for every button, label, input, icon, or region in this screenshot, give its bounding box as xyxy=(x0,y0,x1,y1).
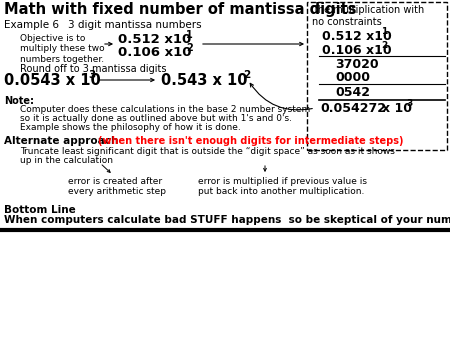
Text: 37020: 37020 xyxy=(335,58,378,71)
Text: 3: 3 xyxy=(88,70,95,80)
Text: so it is actually done as outlined above but with 1's and 0's.: so it is actually done as outlined above… xyxy=(20,114,292,123)
Text: Objective is to
multiply these two
numbers together.: Objective is to multiply these two numbe… xyxy=(20,34,104,64)
Text: 0.543 x 10: 0.543 x 10 xyxy=(161,73,248,88)
Text: Example shows the philosophy of how it is done.: Example shows the philosophy of how it i… xyxy=(20,123,241,132)
Text: 3: 3 xyxy=(406,99,412,108)
Text: 0542: 0542 xyxy=(335,86,370,99)
Text: 1: 1 xyxy=(186,30,193,40)
Text: Computer does these calculations in the base 2 number system: Computer does these calculations in the … xyxy=(20,105,310,114)
Text: 2: 2 xyxy=(381,41,387,50)
Text: 0.0543 x 10: 0.0543 x 10 xyxy=(4,73,101,88)
Text: Alternate approach: Alternate approach xyxy=(4,136,118,146)
Text: up in the calculation: up in the calculation xyxy=(20,156,113,165)
Text: Example 6: Example 6 xyxy=(4,20,59,30)
Text: 0.512 x10: 0.512 x10 xyxy=(322,30,392,43)
Text: 2: 2 xyxy=(243,70,250,80)
Text: 0.054272: 0.054272 xyxy=(320,102,386,115)
Text: Truncate least significant digit that is outside the “digit space” as soon as it: Truncate least significant digit that is… xyxy=(20,147,395,156)
Text: 1: 1 xyxy=(381,27,387,36)
Text: The multiplication with
no constraints: The multiplication with no constraints xyxy=(312,5,424,27)
Text: 0000: 0000 xyxy=(335,71,370,84)
Text: error is multiplied if previous value is
put back into another multiplication.: error is multiplied if previous value is… xyxy=(198,177,367,196)
Text: 3 digit mantissa numbers: 3 digit mantissa numbers xyxy=(68,20,202,30)
Text: Math with fixed number of mantissa digits: Math with fixed number of mantissa digit… xyxy=(4,2,356,17)
Text: Round off to 3 mantissa digits: Round off to 3 mantissa digits xyxy=(20,64,166,74)
Text: 0.106 x10: 0.106 x10 xyxy=(118,46,192,59)
Text: 0.512 x10: 0.512 x10 xyxy=(118,33,191,46)
Text: 0.106 x10: 0.106 x10 xyxy=(322,44,392,57)
Text: Note:: Note: xyxy=(4,96,34,106)
Text: (when there isn't enough digits for intermediate steps): (when there isn't enough digits for inte… xyxy=(98,136,404,146)
Text: When computers calculate bad STUFF happens  so be skeptical of your numerical me: When computers calculate bad STUFF happe… xyxy=(4,215,450,225)
Text: x 10: x 10 xyxy=(382,102,412,115)
Text: error is created after
every arithmetic step: error is created after every arithmetic … xyxy=(68,177,166,196)
Text: Bottom Line: Bottom Line xyxy=(4,205,76,215)
FancyBboxPatch shape xyxy=(307,2,447,150)
Text: 2: 2 xyxy=(186,43,193,53)
